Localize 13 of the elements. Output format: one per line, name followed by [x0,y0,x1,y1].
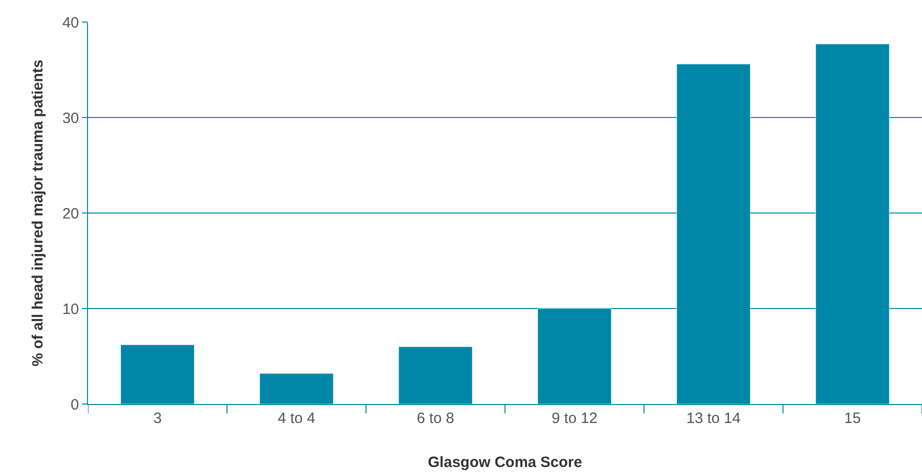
y-tick-label: 30 [62,110,79,127]
x-tick-label: 3 [153,410,162,427]
x-tick-label: 13 to 14 [686,410,741,427]
x-tick-label: 4 to 4 [278,410,316,427]
y-tick-label: 40 [62,14,79,32]
y-axis-title: % of all head injured major trauma patients [30,60,47,366]
y-tick-label: 0 [70,396,79,414]
y-tick-label: 10 [62,300,79,318]
x-axis-title: Glasgow Coma Score [428,454,582,471]
x-tick-label: 15 [844,410,861,427]
x-tick-label: 9 to 12 [552,410,598,427]
x-tick-label: 6 to 8 [416,410,454,427]
y-tick-label: 20 [62,205,79,222]
